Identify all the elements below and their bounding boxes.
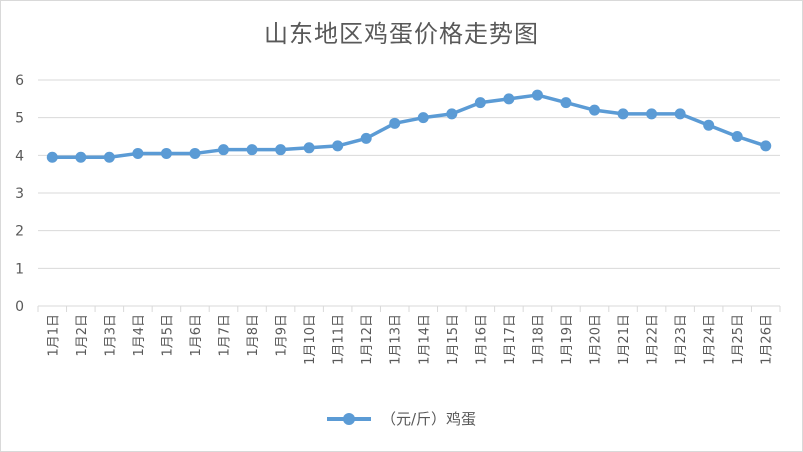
y-tick-label: 3 [15,186,24,202]
series-line [52,93,767,159]
x-tick-label: 1月26日 [760,314,775,365]
legend: （元/斤）鸡蛋 [0,408,803,430]
x-tick-label: 1月3日 [103,314,118,357]
x-tick-label: 1月19日 [560,314,575,365]
data-point [160,147,172,159]
data-point [417,112,429,124]
y-tick-label: 1 [15,261,24,277]
data-point [46,151,58,163]
data-point [246,144,258,156]
x-tick-label: 1月21日 [617,314,632,365]
data-point [360,132,372,144]
chart-title: 山东地区鸡蛋价格走势图 [264,20,539,48]
x-tick-label: 1月13日 [389,314,404,365]
data-point [75,151,87,163]
x-tick-label: 1月17日 [503,314,518,365]
data-point [674,108,686,120]
data-point [189,147,201,159]
data-point [103,151,115,163]
x-tick-label: 1月20日 [589,314,604,365]
data-point [332,140,344,152]
x-tick-label: 1月18日 [531,314,546,365]
legend-label: （元/斤）鸡蛋 [380,410,477,428]
data-point [474,97,486,109]
data-point [560,97,572,109]
x-tick-label: 1月5日 [160,314,175,357]
data-point [303,142,315,154]
x-tick-label: 1月11日 [332,314,347,365]
y-tick-label: 4 [15,148,24,164]
y-tick-label: 2 [15,224,24,240]
x-tick-label: 1月7日 [218,314,233,357]
x-tick-label: 1月2日 [75,314,90,357]
data-point [731,131,743,142]
data-point [617,108,629,120]
data-point [646,108,658,120]
x-tick-label: 1月1日 [46,314,61,357]
x-tick-label: 1月8日 [246,314,261,357]
x-tick-label: 1月12日 [360,314,375,365]
data-point [531,89,543,101]
x-tick-label: 1月23日 [674,314,689,365]
data-point [132,147,144,159]
data-point [446,108,458,120]
x-tick-label: 1月4日 [132,314,147,357]
x-tick-label: 1月9日 [275,314,290,357]
x-tick-label: 1月22日 [646,314,661,365]
x-tick-label: 1月25日 [731,314,746,365]
y-tick-label: 6 [15,73,24,89]
data-point [218,144,229,156]
data-point [275,144,287,156]
y-tick-label: 5 [15,111,24,127]
legend-swatch [326,412,371,426]
data-point [389,117,401,129]
data-point [503,93,515,105]
x-tick-label: 1月15日 [446,314,461,365]
x-tick-label: 1月24日 [703,314,718,365]
x-tick-label: 1月10日 [303,314,318,365]
x-tick-label: 1月14日 [417,314,432,365]
y-tick-label: 0 [15,299,24,315]
data-point [703,119,715,131]
data-point [589,104,600,116]
x-tick-label: 1月6日 [189,314,204,357]
data-point [760,140,772,152]
x-tick-label: 1月16日 [474,314,489,365]
